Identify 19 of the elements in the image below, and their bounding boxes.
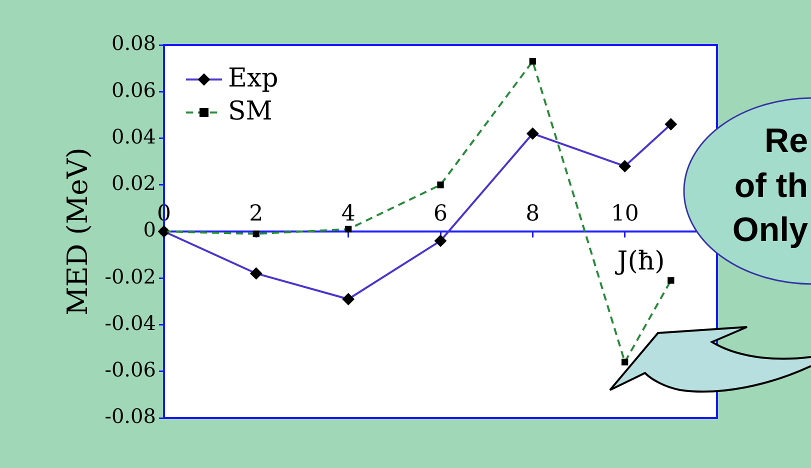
y-tick-label: -0.04 <box>104 310 156 335</box>
x-tick-label: 10 <box>610 201 639 226</box>
x-tick-label: 2 <box>249 201 264 226</box>
y-tick-label: 0.08 <box>111 31 156 56</box>
y-tick-label: -0.08 <box>104 404 156 428</box>
oval-callout: Re of th Only <box>683 96 811 286</box>
y-tick-label: -0.02 <box>104 264 156 288</box>
x-tick-label: 4 <box>341 201 356 226</box>
x-tick-label: 6 <box>434 201 448 226</box>
y-tick-label: 0.06 <box>111 78 156 102</box>
x-axis-title: J(ħ) <box>614 246 665 276</box>
legend-label: SM <box>228 96 272 126</box>
x-tick-label: 8 <box>526 201 540 226</box>
legend-label: Exp <box>228 63 278 94</box>
y-tick-label: 0.02 <box>111 171 156 196</box>
y-axis-title: MED (MeV) <box>61 148 94 316</box>
y-tick-label: 0 <box>143 218 156 242</box>
y-tick-label: -0.06 <box>104 358 156 382</box>
y-tick-label: 0.04 <box>111 124 156 148</box>
